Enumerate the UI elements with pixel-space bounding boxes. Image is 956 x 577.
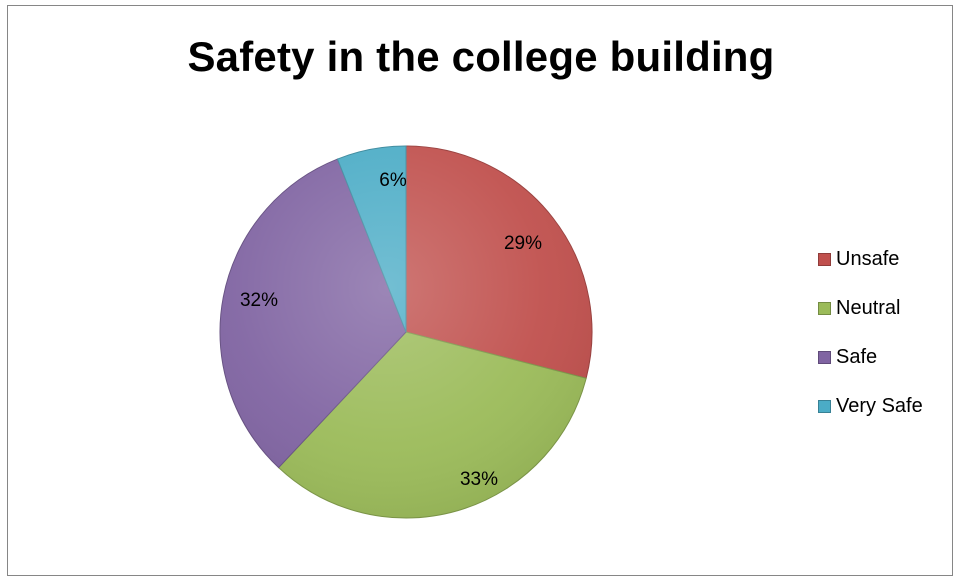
legend-swatch [818, 301, 831, 315]
chart-legend: Unsafe Neutral Safe Very Safe [818, 247, 923, 443]
slice-label-neutral: 33% [460, 469, 498, 490]
pie-chart: 29% 33% 32% 6% [219, 145, 593, 519]
slice-label-safe: 32% [240, 290, 278, 311]
legend-item-very-safe: Very Safe [818, 394, 923, 418]
legend-label: Safe [836, 345, 878, 368]
legend-swatch [818, 350, 831, 364]
pie-slices [219, 145, 593, 519]
pie-slice-labels: 29% 33% 32% 6% [240, 170, 542, 490]
legend-item-neutral: Neutral [818, 296, 923, 320]
chart-frame: Safety in the college building 29% 33% 32%… [7, 5, 953, 576]
legend-label: Neutral [836, 296, 901, 319]
legend-swatch [818, 252, 831, 266]
legend-item-unsafe: Unsafe [818, 247, 923, 271]
legend-item-safe: Safe [818, 345, 923, 369]
legend-label: Very Safe [836, 394, 923, 417]
legend-label: Unsafe [836, 247, 900, 270]
slice-label-unsafe: 29% [504, 233, 542, 254]
slice-label-very-safe: 6% [379, 170, 407, 191]
legend-swatch [818, 399, 831, 413]
chart-title: Safety in the college building [187, 33, 775, 80]
